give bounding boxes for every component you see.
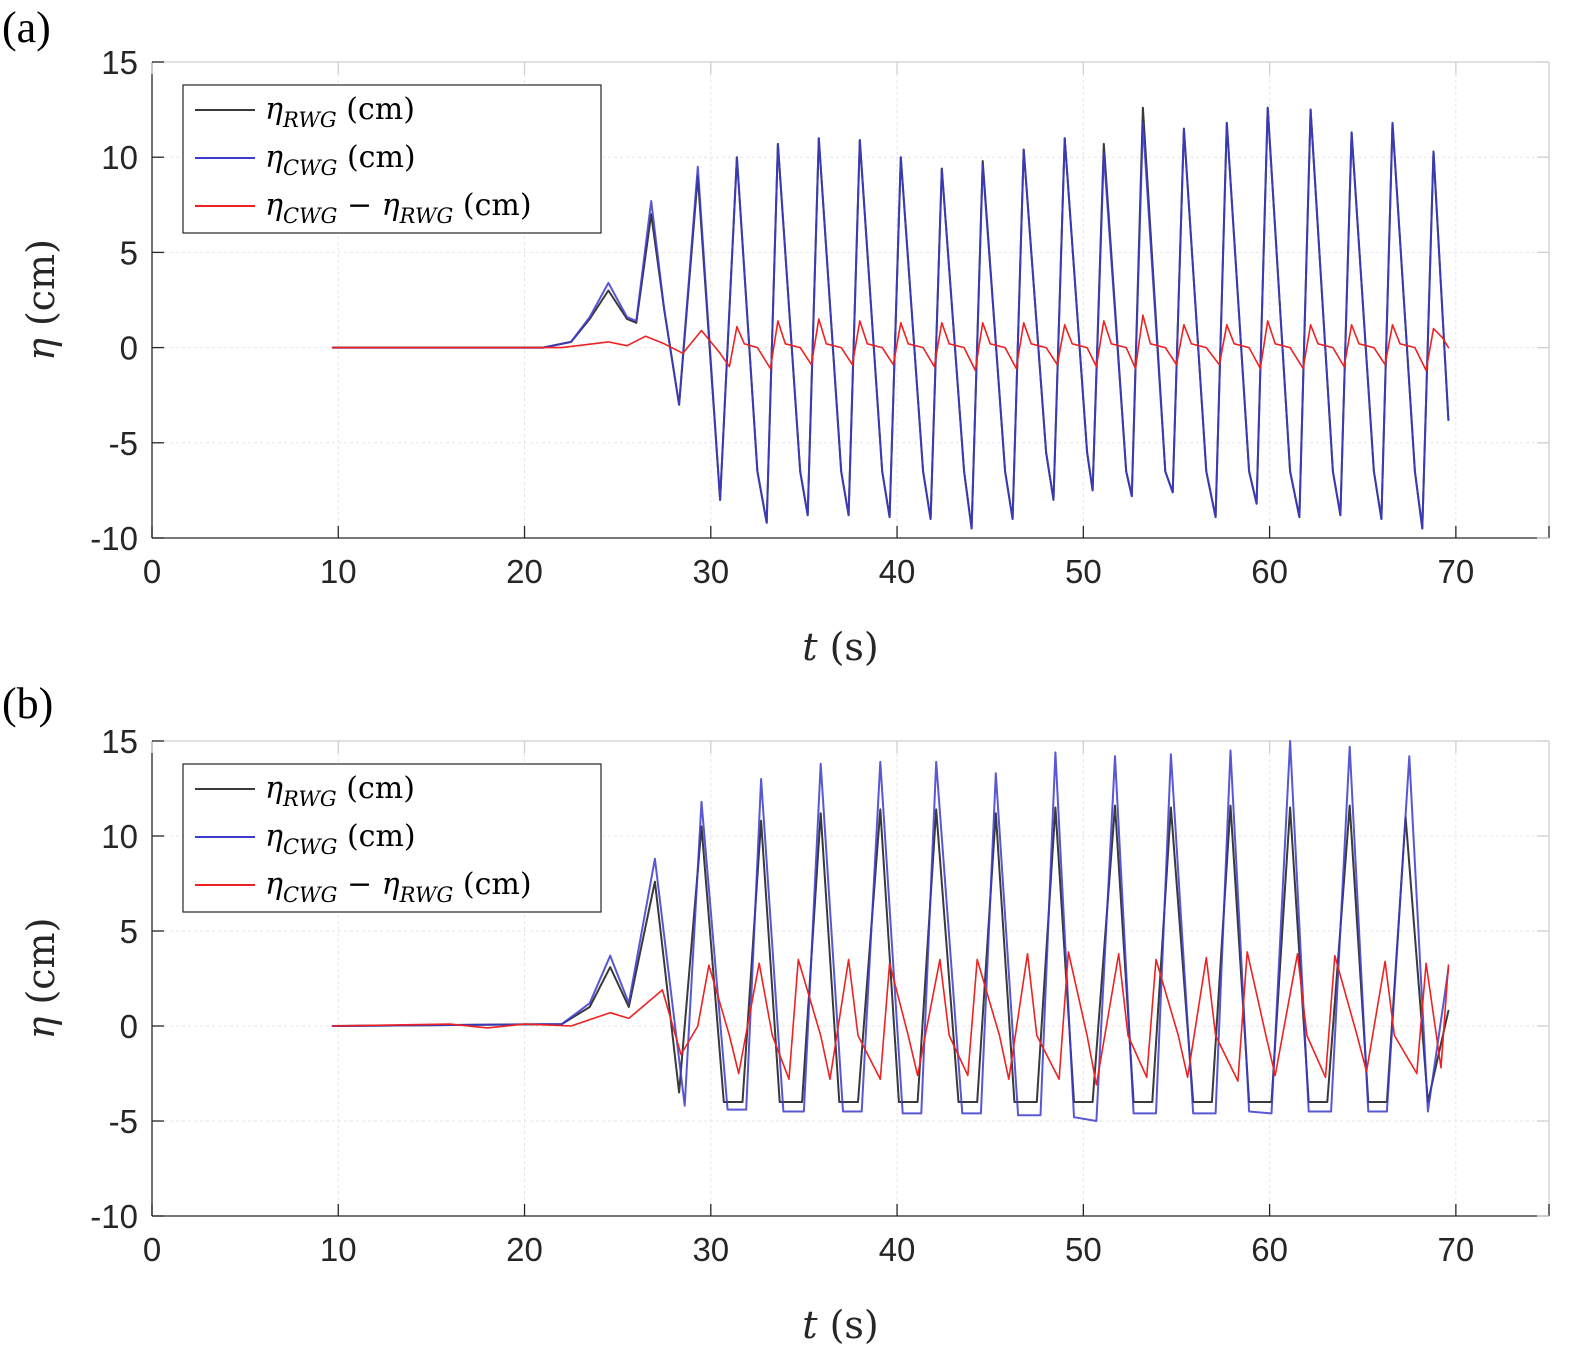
y-axis-label: η (cm) — [19, 918, 63, 1040]
x-axis-label: t (s) — [802, 625, 879, 669]
x-tick-label: 10 — [320, 553, 357, 590]
series-cwg-line — [331, 106, 1450, 530]
series-rwg-line — [331, 804, 1450, 1103]
y-axis-label-unit: (cm) — [19, 918, 63, 1017]
x-axis-label-unit: (s) — [818, 625, 879, 669]
x-tick-label: 0 — [143, 553, 161, 590]
x-tick-label: 60 — [1251, 553, 1288, 590]
legend-entry: ηCWG − ηRWG (cm) — [265, 867, 532, 907]
y-tick-label: 0 — [120, 330, 138, 367]
x-tick-label: 70 — [1438, 553, 1475, 590]
x-tick-label: 50 — [1065, 553, 1102, 590]
y-tick-label: -10 — [90, 1198, 138, 1235]
y-tick-label: -5 — [109, 1103, 138, 1140]
panel-label: (b) — [2, 679, 53, 728]
legend: ηRWG (cm) ηCWG (cm) ηCWG − ηRWG (cm) — [182, 84, 602, 234]
legend-entry: ηCWG (cm) — [265, 819, 416, 859]
x-tick-label: 20 — [506, 1231, 543, 1268]
legend-entry: ηRWG (cm) — [265, 771, 415, 811]
y-tick-label: 0 — [120, 1008, 138, 1045]
series-group — [331, 106, 1450, 530]
x-axis-label-unit: (s) — [818, 1303, 879, 1347]
y-tick-label: -10 — [90, 520, 138, 557]
legend-entry: ηCWG (cm) — [265, 140, 416, 180]
x-tick-label: 20 — [506, 553, 543, 590]
series-group — [331, 740, 1450, 1122]
y-tick-label: 10 — [101, 139, 138, 176]
legend: ηRWG (cm) ηCWG (cm) ηCWG − ηRWG (cm) — [182, 763, 602, 913]
panel-label: (a) — [2, 3, 51, 52]
x-tick-label: 10 — [320, 1231, 357, 1268]
y-axis-label-var: η — [19, 338, 63, 361]
series-difference-line — [331, 951, 1450, 1086]
x-tick-label: 40 — [879, 1231, 916, 1268]
x-tick-label: 30 — [692, 553, 729, 590]
x-tick-label: 50 — [1065, 1231, 1102, 1268]
x-tick-label: 60 — [1251, 1231, 1288, 1268]
y-axis-label: η (cm) — [19, 239, 63, 361]
y-tick-label: 15 — [101, 723, 138, 760]
x-tick-label: 0 — [143, 1231, 161, 1268]
legend-entry: ηCWG − ηRWG (cm) — [265, 188, 532, 228]
y-tick-label: 15 — [101, 44, 138, 81]
legend-entry: ηRWG (cm) — [265, 92, 415, 132]
series-difference-line — [331, 314, 1450, 372]
x-axis-label: t (s) — [802, 1303, 879, 1347]
y-axis-label-unit: (cm) — [19, 239, 63, 338]
x-axis-label-var: t — [802, 625, 818, 669]
x-tick-label: 70 — [1438, 1231, 1475, 1268]
y-tick-label: 5 — [120, 234, 138, 271]
y-tick-label: 10 — [101, 818, 138, 855]
x-tick-label: 40 — [879, 553, 916, 590]
x-axis-label-var: t — [802, 1303, 818, 1347]
y-tick-label: 5 — [120, 913, 138, 950]
x-tick-label: 30 — [692, 1231, 729, 1268]
y-axis-label-var: η — [19, 1016, 63, 1039]
y-tick-label: -5 — [109, 425, 138, 462]
series-cwg-line — [331, 740, 1450, 1122]
